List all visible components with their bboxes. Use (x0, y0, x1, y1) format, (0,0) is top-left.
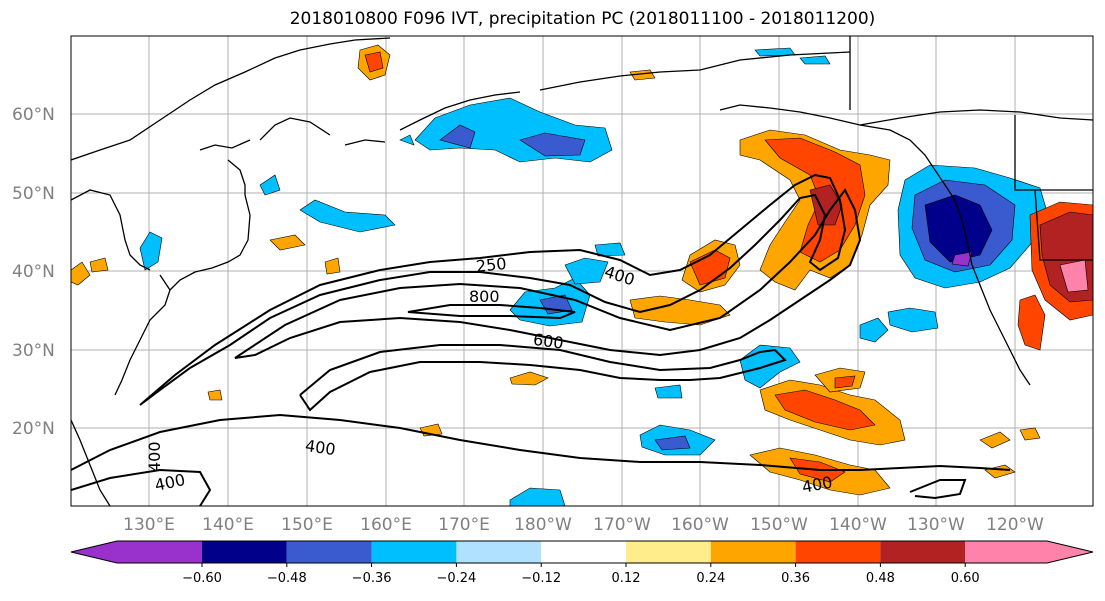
lat-label: 60°N (12, 105, 55, 125)
colorbar-tick-label: 0.60 (951, 571, 980, 586)
longitude-labels: 130°E 140°E 150°E 160°E 170°E 180°W 170°… (123, 515, 1044, 535)
plot-frame (70, 35, 1094, 507)
colorbar-band (456, 541, 542, 563)
contour-label: 800 (469, 287, 500, 306)
colorbar-tick-label: −0.36 (352, 571, 392, 586)
colorbar-band (965, 541, 1047, 563)
colorbar-band (286, 541, 372, 563)
colorbar-tick-label: −0.60 (182, 571, 222, 586)
colorbar-extend-min (71, 541, 117, 563)
contour-label: 250 (475, 254, 507, 276)
lon-label: 140°E (202, 515, 254, 535)
colorbar-tick-label: −0.24 (436, 571, 476, 586)
lon-label: 170°W (593, 515, 651, 535)
colorbar-band (880, 541, 966, 563)
lon-label: 180°W (514, 515, 572, 535)
coastlines (71, 36, 1093, 506)
colorbar-tick-label: 0.12 (612, 571, 641, 586)
lat-label: 50°N (12, 184, 55, 204)
colorbar-band (795, 541, 881, 563)
colorbar-band (117, 541, 202, 563)
colorbar-tick-label: 0.36 (781, 571, 810, 586)
colorbar-tick-label: −0.12 (521, 571, 561, 586)
lon-label: 170°E (438, 515, 490, 535)
contour-label: 400 (145, 441, 164, 472)
lat-label: 30°N (12, 341, 55, 361)
colorbar-outline (70, 540, 1094, 564)
contour-label: 600 (532, 330, 565, 353)
lat-label: 40°N (12, 262, 55, 282)
lon-label: 160°W (671, 515, 729, 535)
lon-label: 150°W (750, 515, 808, 535)
colorbar-tick-label: 0.24 (696, 571, 725, 586)
lon-label: 130°W (907, 515, 965, 535)
latitude-labels: 60°N 50°N 40°N 30°N 20°N (12, 105, 55, 439)
lon-label: 130°E (123, 515, 175, 535)
colorbar-extend-max (1047, 541, 1093, 563)
map-title: 2018010800 F096 IVT, precipitation PC (2… (289, 9, 876, 29)
contour-label: 400 (304, 436, 337, 459)
colorbar-band (541, 541, 626, 563)
colorbar-band (371, 541, 457, 563)
lon-label: 150°E (281, 515, 333, 535)
colorbar: −0.60 −0.48 −0.36 −0.24 −0.12 0.12 0.24 0.36 0.4… (70, 540, 1094, 586)
lon-label: 120°W (986, 515, 1044, 535)
colorbar-band (710, 541, 796, 563)
ivt-contours (71, 173, 1011, 506)
colorbar-tick-label: −0.48 (267, 571, 307, 586)
colorbar-band (202, 541, 287, 563)
precip-positive-shading (71, 44, 1093, 496)
lon-label: 140°W (829, 515, 887, 535)
lon-label: 160°E (360, 515, 412, 535)
colorbar-tick-label: 0.48 (866, 571, 895, 586)
colorbar-band (626, 541, 711, 563)
lat-label: 20°N (12, 419, 55, 439)
